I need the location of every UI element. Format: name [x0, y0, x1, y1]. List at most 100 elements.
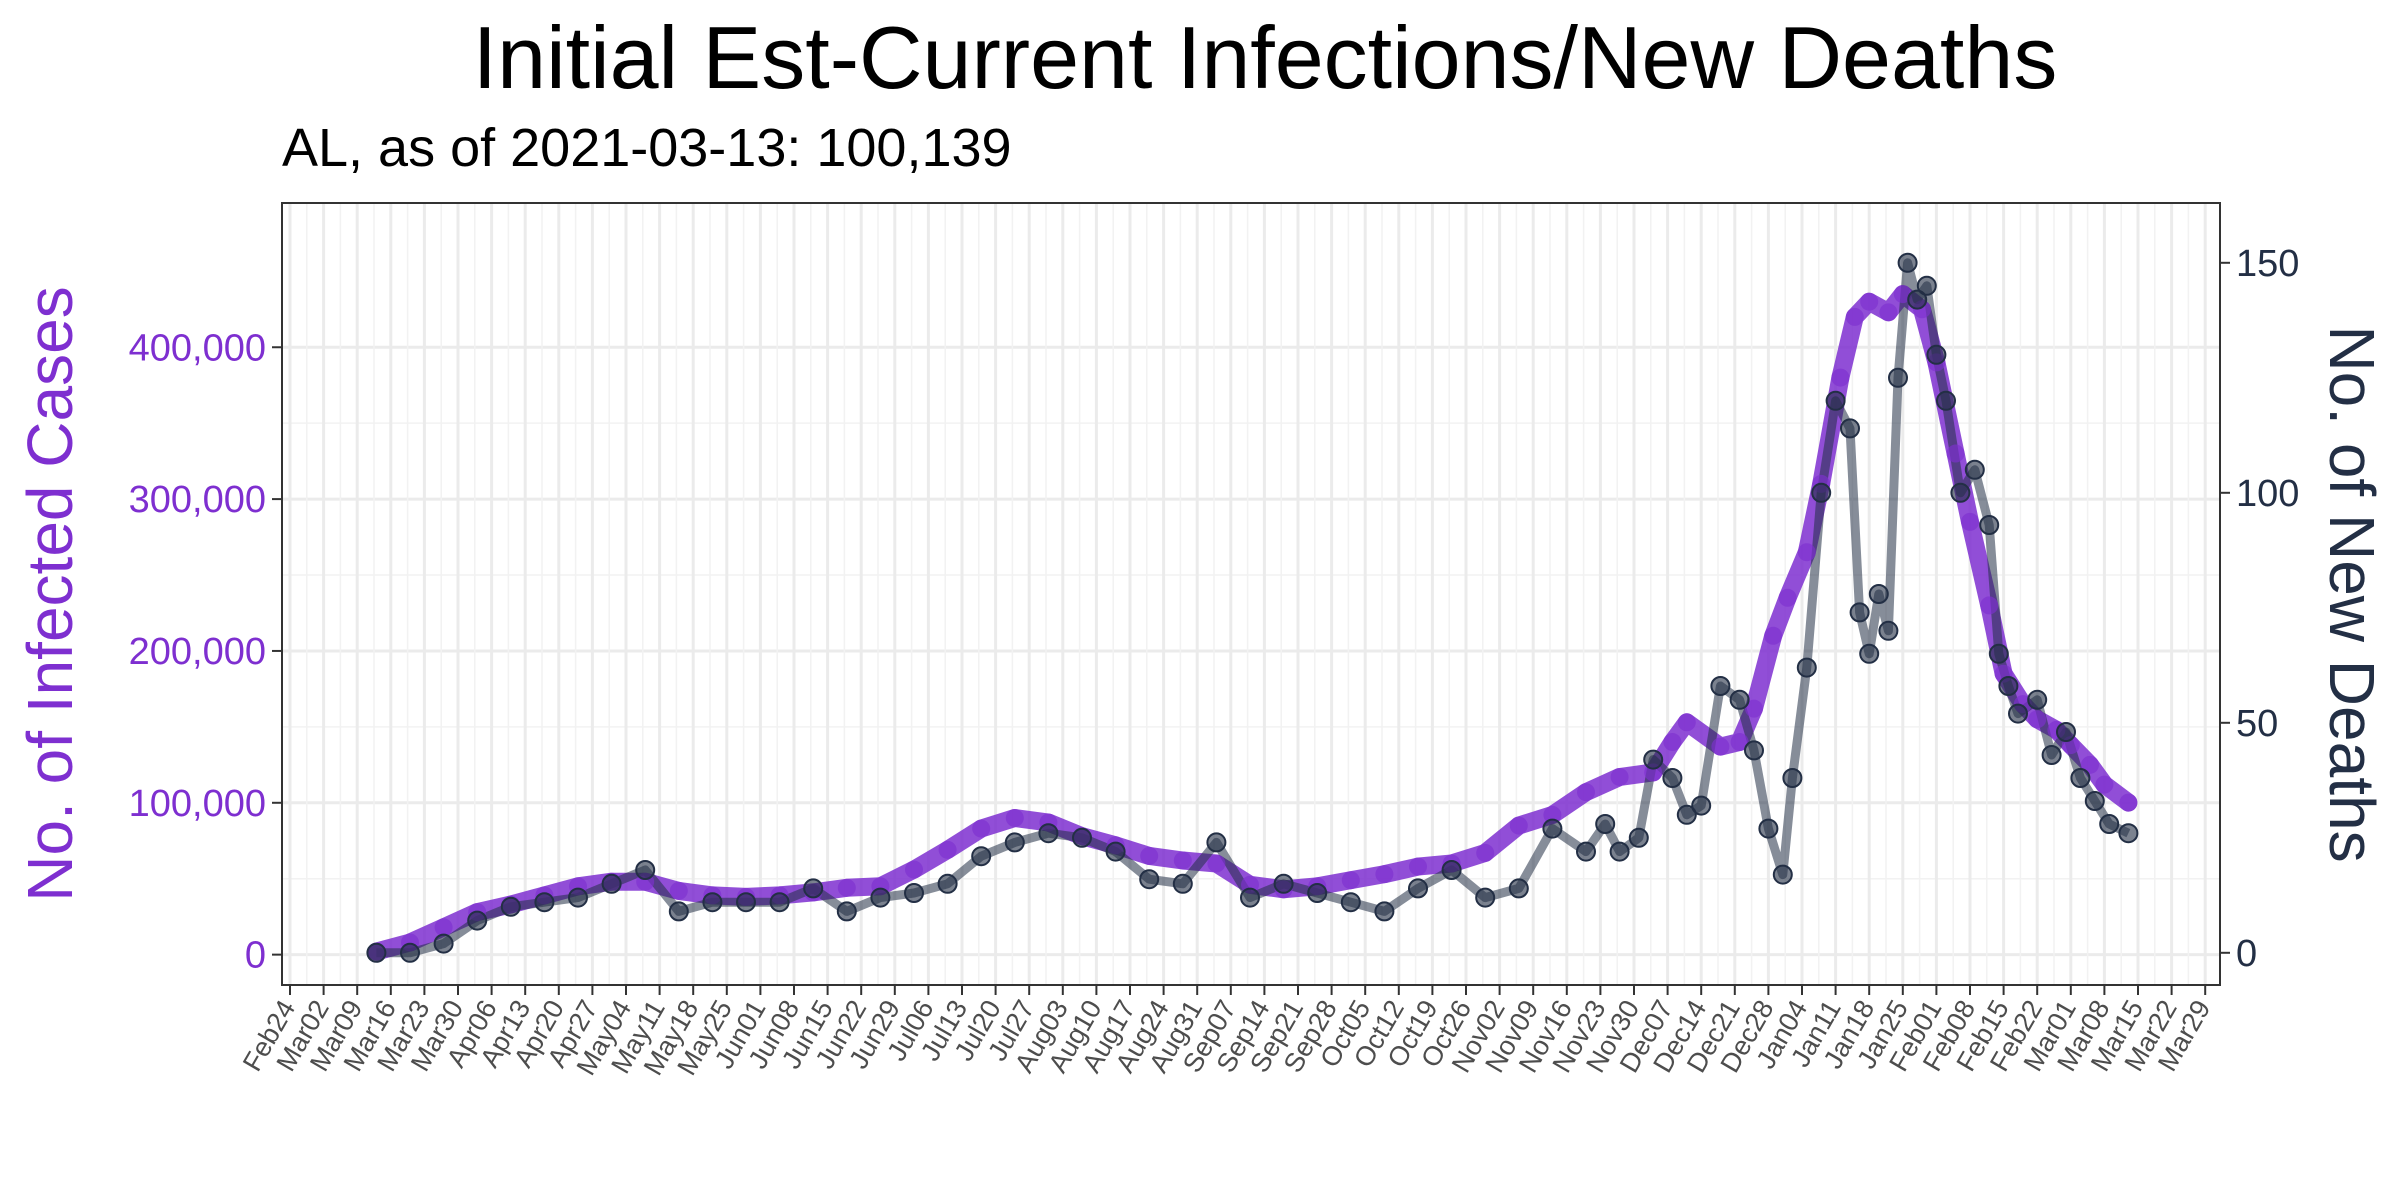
new-deaths-point — [1340, 892, 1361, 913]
y-right-tick-label: 50 — [2236, 703, 2278, 745]
new-deaths-point — [736, 892, 756, 913]
infected-cases-point — [1879, 303, 1898, 322]
new-deaths-point — [433, 933, 454, 954]
infected-cases-point — [1509, 816, 1528, 835]
new-deaths-point — [1609, 841, 1630, 862]
chart-subtitle: AL, as of 2021-03-13: 100,139 — [282, 118, 1012, 178]
new-deaths-point — [1072, 827, 1092, 848]
infected-cases-point — [1341, 871, 1360, 890]
new-deaths-point — [1897, 252, 1918, 273]
new-deaths-point — [937, 873, 958, 894]
new-deaths-point — [769, 892, 790, 913]
infected-cases-point — [1140, 846, 1159, 865]
y-left-tick-label: 400,000 — [129, 327, 266, 369]
y-right-tick-label: 150 — [2236, 243, 2299, 285]
new-deaths-point — [1475, 887, 1496, 908]
new-deaths-point — [1825, 390, 1846, 411]
infected-cases-point — [2119, 793, 2138, 812]
new-deaths-point — [1004, 832, 1025, 853]
new-deaths-point — [1105, 841, 1126, 862]
new-deaths-point — [2084, 791, 2105, 811]
new-deaths-point — [1595, 814, 1616, 834]
new-deaths-point — [500, 896, 521, 917]
new-deaths-point — [534, 892, 555, 913]
new-deaths-point — [1888, 367, 1908, 388]
new-deaths-point — [1998, 676, 2019, 696]
infected-cases-point — [1730, 733, 1749, 752]
series-points — [366, 252, 2139, 963]
infected-cases-point — [938, 840, 957, 859]
infected-cases-point — [1961, 512, 1979, 531]
new-deaths-point — [1926, 344, 1947, 365]
infected-cases-point — [2095, 775, 2114, 794]
new-deaths-point — [1964, 459, 1985, 480]
plot-panel-border — [281, 202, 2221, 986]
new-deaths-point — [1796, 657, 1817, 678]
new-deaths-point — [1206, 832, 1227, 853]
new-deaths-point — [2118, 823, 2139, 844]
y-left-tick-label: 100,000 — [129, 783, 266, 825]
new-deaths-point — [366, 942, 387, 963]
infected-cases-point — [434, 918, 453, 937]
new-deaths-point — [400, 942, 420, 963]
infected-cases-point — [1677, 713, 1696, 732]
new-deaths-point — [803, 878, 824, 899]
infected-cases-point — [905, 860, 923, 879]
new-deaths-point — [1542, 818, 1563, 839]
new-deaths-point — [1772, 864, 1793, 885]
new-deaths-point — [601, 873, 622, 894]
new-deaths-point — [2099, 814, 2120, 834]
new-deaths-point — [1628, 827, 1649, 848]
new-deaths-point — [1758, 818, 1779, 839]
new-deaths-point — [2056, 722, 2076, 742]
new-deaths-point — [1868, 584, 1889, 604]
new-deaths-point — [1408, 878, 1428, 899]
y-left-tick-label: 300,000 — [129, 479, 266, 521]
new-deaths-point — [971, 846, 992, 867]
grid — [282, 203, 2220, 985]
new-deaths-point — [1508, 878, 1529, 899]
new-deaths-point — [1988, 643, 2009, 664]
infected-cases-point — [1476, 843, 1495, 862]
new-deaths-point — [1744, 740, 1764, 761]
infected-cases-point — [2081, 755, 2099, 774]
new-deaths-point — [1710, 676, 1731, 696]
infected-cases-point — [1745, 699, 1763, 718]
new-deaths-point — [2027, 689, 2048, 710]
new-deaths-point — [1662, 768, 1683, 788]
new-deaths-point — [1916, 275, 1937, 296]
y-right-tick-label: 0 — [2236, 933, 2257, 975]
new-deaths-point — [702, 892, 723, 913]
new-deaths-point — [568, 887, 588, 908]
new-deaths-point — [2070, 768, 2091, 788]
infected-cases-point — [1543, 805, 1562, 824]
new-deaths-point — [1576, 841, 1596, 862]
new-deaths-point — [1273, 873, 1294, 894]
new-deaths-point — [1878, 620, 1899, 641]
infected-cases-point — [1711, 737, 1730, 756]
new-deaths-point — [1172, 873, 1193, 894]
new-deaths-point — [1859, 643, 1880, 664]
new-deaths-point — [870, 887, 891, 908]
new-deaths-point — [1139, 869, 1160, 890]
new-deaths-point — [1849, 602, 1870, 623]
infected-cases-point — [1764, 626, 1783, 645]
infected-cases-point — [1946, 444, 1965, 463]
infected-cases-point — [1860, 292, 1879, 311]
infected-cases-point — [972, 819, 991, 838]
new-deaths-point — [1676, 804, 1697, 825]
infected-cases-point — [1577, 783, 1595, 802]
new-deaths-point — [1936, 390, 1956, 411]
new-deaths-point — [1907, 289, 1928, 310]
infected-cases-point — [1980, 596, 1999, 615]
new-deaths-point — [904, 883, 924, 903]
infected-cases-point — [837, 878, 856, 897]
infected-cases-point — [1409, 857, 1427, 876]
new-deaths-point — [836, 901, 857, 922]
infected-cases-point — [1831, 368, 1850, 387]
new-deaths-point — [1840, 418, 1860, 439]
new-deaths-point — [635, 860, 656, 880]
new-deaths-point — [1691, 795, 1712, 816]
new-deaths-point — [1240, 887, 1260, 908]
